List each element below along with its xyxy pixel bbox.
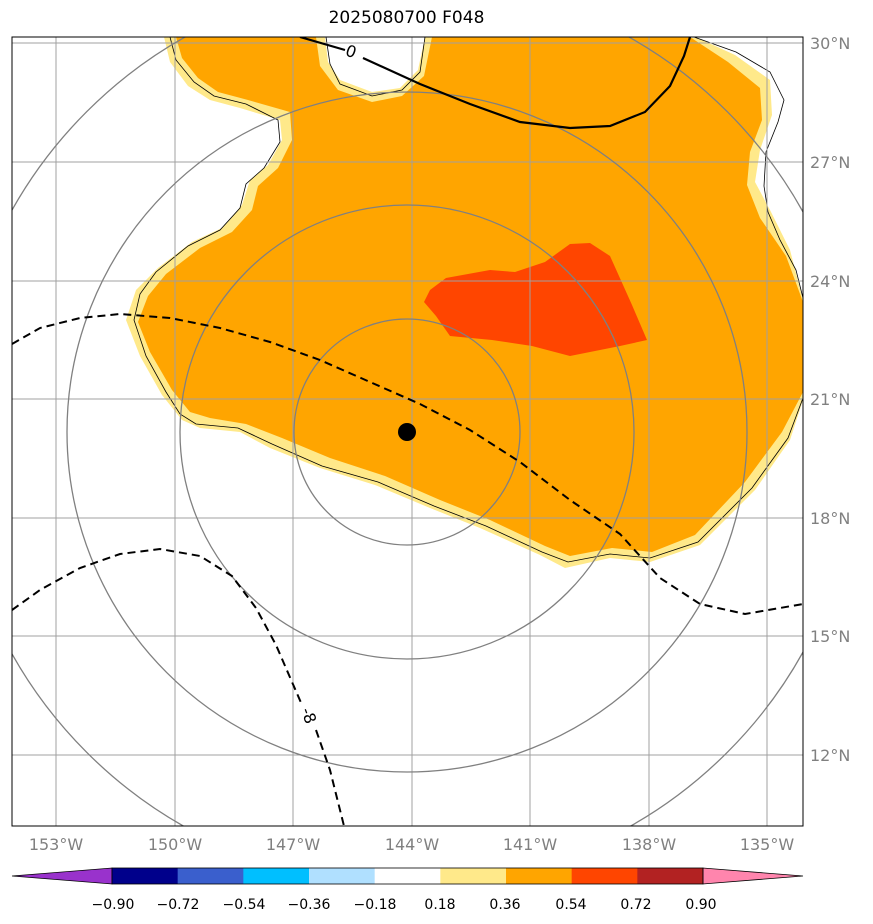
colorbar-box: [243, 868, 310, 884]
colorbar-extension-low: [11, 867, 113, 885]
lat-label: 12°N: [810, 746, 850, 765]
lon-label: 147°W: [266, 835, 321, 854]
lon-label: 141°W: [503, 835, 558, 854]
lat-label: 30°N: [810, 34, 850, 53]
lon-label: 135°W: [740, 835, 795, 854]
lat-label: 27°N: [810, 153, 850, 172]
colorbar-tick-label: 0.72: [620, 897, 651, 913]
colorbar-box: [506, 868, 573, 884]
lon-label: 144°W: [385, 835, 440, 854]
colorbar-box: [374, 868, 441, 884]
colorbar-extension-high: [702, 867, 804, 885]
colorbar-box: [177, 868, 244, 884]
graticule: [12, 37, 803, 826]
colorbar-tick-label: −0.36: [288, 897, 331, 913]
colorbar-tick-label: 0.90: [685, 897, 716, 913]
lon-label: 138°W: [622, 835, 677, 854]
lon-label: 150°W: [148, 835, 203, 854]
colorbar-labels: −0.90 −0.72 −0.54 −0.36 −0.18 0.18 0.36 …: [92, 897, 717, 913]
contour-dashed-lower: [12, 547, 345, 826]
contour-solid-0: [299, 37, 692, 130]
colorbar-tick-label: −0.18: [354, 897, 397, 913]
contour-label-neg8: -8: [297, 705, 320, 726]
colorbar-box: [440, 868, 507, 884]
lat-label: 18°N: [810, 509, 850, 528]
anomaly-region-red: [424, 243, 647, 356]
colorbar-tick-label: 0.18: [424, 897, 455, 913]
colorbar-tick-label: −0.54: [223, 897, 266, 913]
lat-label: 21°N: [810, 390, 850, 409]
map-frame: [11, 36, 804, 827]
colorbar-tick-label: 0.54: [555, 897, 586, 913]
colorbar-box: [112, 868, 179, 884]
colorbar-tick-label: 0.36: [489, 897, 520, 913]
colorbar-box: [571, 868, 638, 884]
plot-title: 2025080700 F048: [328, 8, 485, 28]
lon-label: 153°W: [29, 835, 84, 854]
colorbar-tick-label: −0.72: [157, 897, 200, 913]
colorbar-frame: [111, 867, 704, 885]
colorbar-box: [309, 868, 376, 884]
colorbar: [11, 867, 804, 885]
lat-label: 15°N: [810, 627, 850, 646]
colorbar-tick-label: −0.90: [92, 897, 135, 913]
colorbar-box: [637, 868, 704, 884]
storm-center-marker: [398, 423, 416, 441]
lat-label: 24°N: [810, 272, 850, 291]
range-rings: [12, 37, 803, 826]
contour-dashed-upper: [12, 312, 803, 616]
